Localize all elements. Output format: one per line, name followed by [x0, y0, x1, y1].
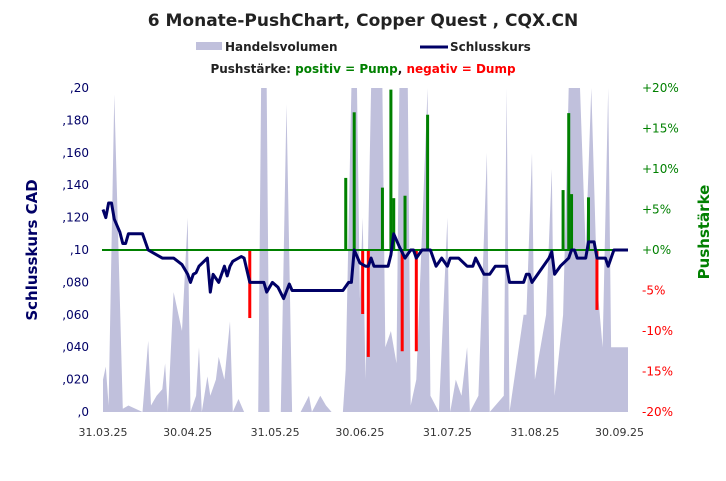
pump-bar [586, 197, 590, 250]
left-tick-label: ,040 [62, 340, 89, 354]
right-tick-label: -10% [642, 324, 673, 338]
x-tick-label: 31.08.25 [510, 426, 559, 439]
dump-bar [366, 250, 370, 357]
left-axis-label: Schlusskurs CAD [23, 179, 41, 320]
right-tick-label: +20% [642, 81, 679, 95]
right-axis-label: Pushstärke [695, 185, 713, 280]
legend-push: Pushstärke: positiv = Pump, negativ = Du… [210, 62, 516, 76]
legend-close-label: Schlusskurs [450, 40, 531, 54]
close-line-path [101, 201, 628, 301]
pump-bar [561, 190, 565, 250]
left-tick-label: ,10 [70, 243, 89, 257]
dump-bar [414, 250, 418, 352]
x-tick-label: 30.06.25 [335, 426, 384, 439]
legend-push-prefix: Pushstärke: [210, 62, 295, 76]
left-tick-label: ,180 [62, 113, 89, 127]
chart-title: 6 Monate-PushChart, Copper Quest , CQX.C… [148, 11, 579, 31]
pump-bar [392, 198, 396, 250]
x-tick-label: 31.07.25 [423, 426, 472, 439]
right-axis: +20% +15% +10% +5% +0% -5% -10% -15% -20% [642, 81, 679, 419]
left-tick-label: ,160 [62, 146, 89, 160]
right-tick-label: -20% [642, 405, 673, 419]
push-bars [248, 89, 599, 357]
legend-volume-label: Handelsvolumen [225, 40, 338, 54]
right-tick-label: -15% [642, 365, 673, 379]
right-tick-label: +5% [642, 203, 671, 217]
legend-push-negative: negativ = Dump [407, 62, 516, 76]
x-tick-label: 30.04.25 [163, 426, 212, 439]
pump-bar [344, 177, 348, 250]
right-tick-label: +0% [642, 243, 671, 257]
pump-bar [352, 112, 356, 250]
x-axis: 31.03.25 30.04.25 31.05.25 30.06.25 31.07.25… [79, 426, 645, 439]
x-tick-label: 31.03.25 [79, 426, 128, 439]
dump-bar [248, 250, 252, 319]
pump-bar [426, 114, 430, 250]
dump-bar [595, 250, 599, 310]
pump-bar [380, 187, 384, 250]
left-axis: ,20 ,180 ,160 ,140 ,120 ,10 ,080 ,060 ,040 ,020 ,0 [62, 81, 89, 419]
left-tick-label: ,080 [62, 275, 89, 289]
left-tick-label: ,020 [62, 373, 89, 387]
right-tick-label: +10% [642, 162, 679, 176]
right-tick-label: -5% [642, 284, 665, 298]
pump-bar [570, 194, 574, 250]
left-tick-label: ,0 [78, 405, 89, 419]
left-tick-label: ,120 [62, 211, 89, 225]
pump-bar [567, 113, 571, 250]
dump-bar [361, 250, 365, 314]
legend-push-sep: , [398, 62, 407, 76]
volume-area-path [103, 88, 628, 412]
left-tick-label: ,140 [62, 178, 89, 192]
close-line [101, 201, 628, 301]
legend-push-positive: positiv = Pump [295, 62, 398, 76]
left-tick-label: ,20 [70, 81, 89, 95]
pump-bar [389, 89, 393, 251]
x-tick-label: 31.05.25 [251, 426, 300, 439]
volume-area [103, 88, 628, 412]
legend-volume-swatch [196, 42, 222, 50]
pump-bar [403, 195, 407, 250]
x-tick-label: 30.09.25 [595, 426, 644, 439]
legend: Handelsvolumen Schlusskurs Pushstärke: p… [196, 40, 531, 76]
right-tick-label: +15% [642, 122, 679, 136]
left-tick-label: ,060 [62, 308, 89, 322]
dump-bar [400, 250, 404, 352]
